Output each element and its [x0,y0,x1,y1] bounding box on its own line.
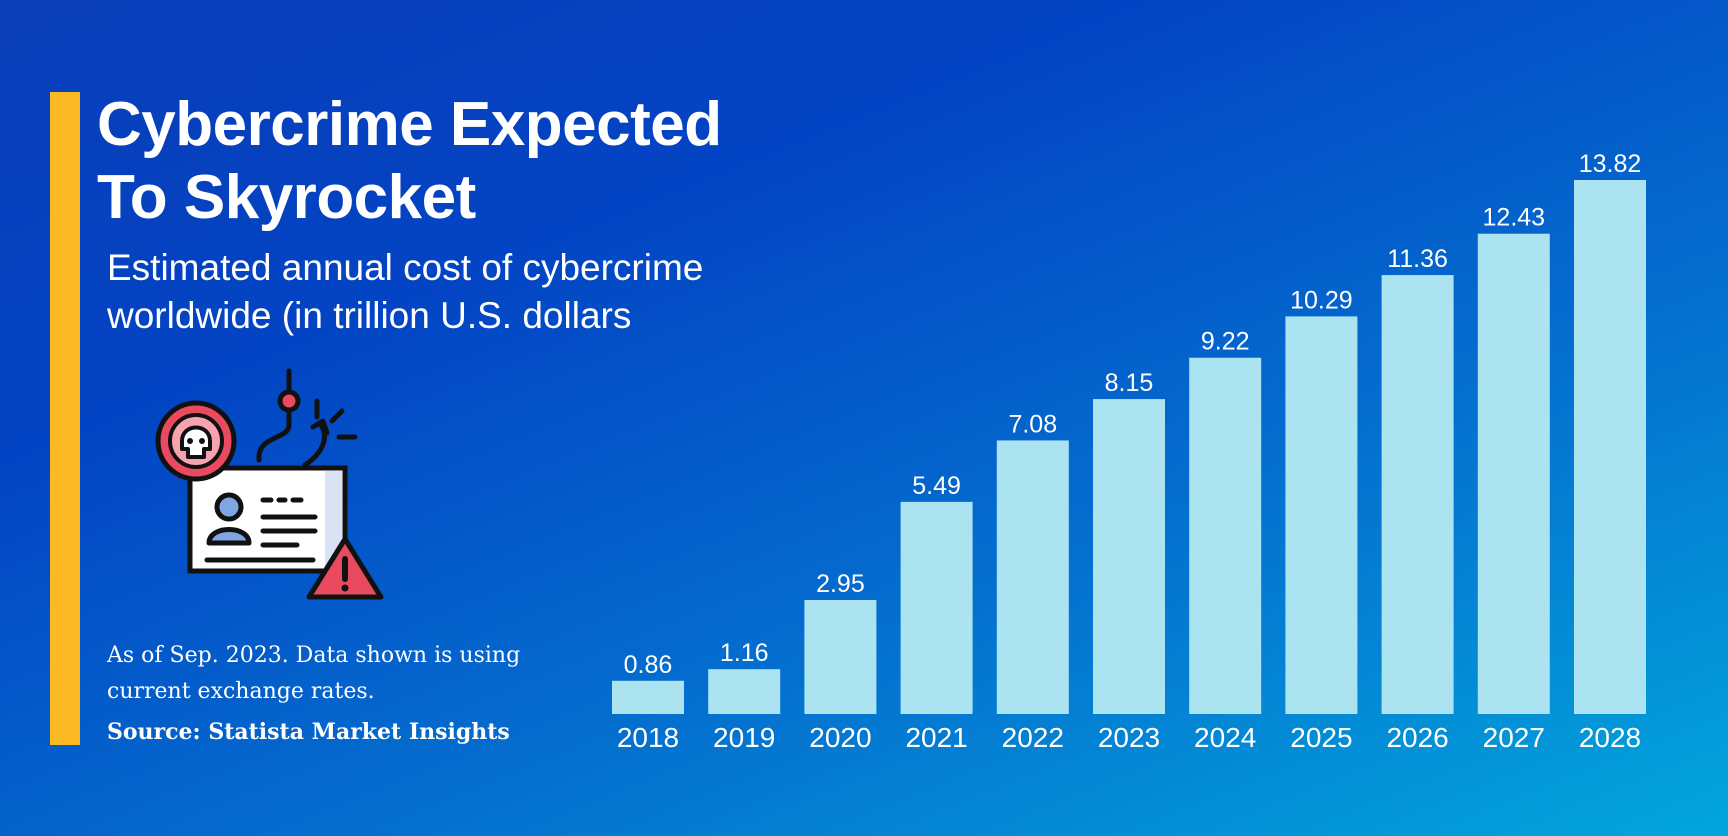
bar-2023 [1093,399,1165,714]
bar-2021 [900,501,973,714]
x-tick-label-2025: 2025 [1290,722,1352,753]
bar-2026 [1381,275,1454,714]
bar-2020 [804,600,877,714]
data-note: As of Sep. 2023. Data shown is using cur… [107,643,521,704]
value-label-2027: 12.43 [1483,204,1546,232]
chart-subtitle: Estimated annual cost of cybercrime worl… [107,247,704,336]
bar-2022 [996,440,1069,714]
value-label-2022: 7.08 [1008,410,1057,438]
bar-2018 [612,680,684,714]
value-label-2021: 5.49 [912,472,961,500]
page-title: Cybercrime Expected To Skyrocket [97,90,722,232]
x-tick-label-2021: 2021 [905,722,967,753]
x-tick-label-2018: 2018 [617,722,679,753]
value-label-2026: 11.36 [1387,245,1448,273]
x-tick-label-2020: 2020 [809,722,871,753]
bar-2019 [708,669,781,714]
value-label-2025: 10.29 [1290,286,1353,314]
phishing-id-card-icon [145,365,395,605]
source-note: Source: Statista Market Insights [107,719,510,745]
value-label-2024: 9.22 [1201,328,1250,356]
bar-2027 [1477,233,1550,715]
accent-bar [50,92,80,745]
x-tick-label-2019: 2019 [713,722,775,753]
value-label-2020: 2.95 [816,570,865,598]
x-tick-label-2028: 2028 [1579,722,1641,753]
value-label-2023: 8.15 [1105,369,1154,397]
x-tick-label-2024: 2024 [1194,722,1256,753]
bar-2025 [1285,316,1358,714]
value-label-2018: 0.86 [624,651,673,679]
value-label-2019: 1.16 [720,639,769,667]
bar-2028 [1574,180,1646,714]
x-tick-label-2023: 2023 [1098,722,1160,753]
x-tick-label-2027: 2027 [1483,722,1545,753]
x-tick-label-2026: 2026 [1386,722,1448,753]
x-tick-label-2022: 2022 [1002,722,1064,753]
value-label-2028: 13.82 [1579,150,1642,178]
bar-2024 [1189,357,1262,714]
